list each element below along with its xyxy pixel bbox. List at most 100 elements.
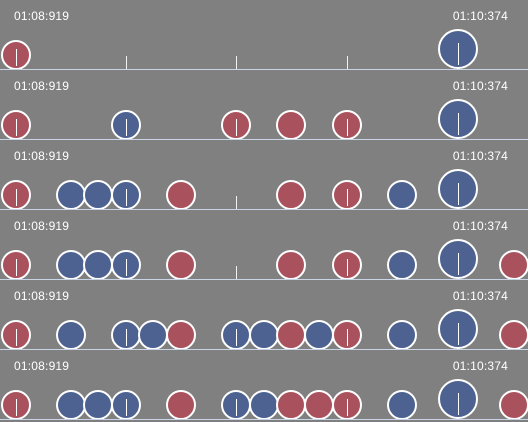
marker-stem xyxy=(235,399,237,416)
event-marker-blue[interactable] xyxy=(56,390,86,420)
event-marker-blue[interactable] xyxy=(111,390,141,420)
event-marker-red[interactable] xyxy=(332,110,362,140)
start-time-label: 01:08:919 xyxy=(14,149,70,163)
event-marker-blue[interactable] xyxy=(221,390,251,420)
event-marker-blue[interactable] xyxy=(304,320,334,350)
event-marker-blue[interactable] xyxy=(221,320,251,350)
event-marker-blue[interactable] xyxy=(83,390,113,420)
row-baseline xyxy=(0,69,528,70)
marker-stem xyxy=(15,259,17,276)
marker-stem xyxy=(15,399,17,416)
end-time-label: 01:10:374 xyxy=(452,79,508,93)
marker-stem xyxy=(457,183,459,205)
event-marker-red[interactable] xyxy=(332,390,362,420)
timeline-row: 01:08:919 01:10:374 xyxy=(0,350,528,420)
event-marker-red[interactable] xyxy=(166,320,196,350)
event-marker-red[interactable] xyxy=(166,250,196,280)
event-marker-blue[interactable] xyxy=(438,169,478,209)
event-marker-blue[interactable] xyxy=(387,180,417,210)
event-marker-red[interactable] xyxy=(276,320,306,350)
event-marker-blue[interactable] xyxy=(83,180,113,210)
event-marker-blue[interactable] xyxy=(138,320,168,350)
row-baseline xyxy=(0,349,528,350)
event-marker-red[interactable] xyxy=(1,40,31,70)
timeline-tick xyxy=(235,196,237,209)
event-marker-red[interactable] xyxy=(276,180,306,210)
event-marker-red[interactable] xyxy=(332,180,362,210)
marker-stem xyxy=(457,113,459,135)
event-marker-red[interactable] xyxy=(1,250,31,280)
event-marker-blue[interactable] xyxy=(438,99,478,139)
row-baseline xyxy=(0,209,528,210)
row-baseline xyxy=(0,279,528,280)
event-marker-blue[interactable] xyxy=(438,309,478,349)
event-marker-red[interactable] xyxy=(276,390,306,420)
row-baseline xyxy=(0,419,528,420)
marker-stem xyxy=(346,259,348,276)
event-marker-blue[interactable] xyxy=(387,250,417,280)
event-marker-blue[interactable] xyxy=(111,320,141,350)
marker-stem xyxy=(15,119,17,136)
timeline-row: 01:08:919 01:10:374 xyxy=(0,0,528,70)
timeline-tick xyxy=(346,56,348,69)
marker-stem xyxy=(346,329,348,346)
event-marker-red[interactable] xyxy=(499,320,528,350)
marker-stem xyxy=(125,329,127,346)
marker-stem xyxy=(125,189,127,206)
event-marker-blue[interactable] xyxy=(111,180,141,210)
marker-stem xyxy=(457,393,459,415)
event-marker-red[interactable] xyxy=(1,180,31,210)
event-marker-blue[interactable] xyxy=(111,250,141,280)
event-marker-blue[interactable] xyxy=(387,320,417,350)
event-marker-red[interactable] xyxy=(332,250,362,280)
marker-stem xyxy=(346,189,348,206)
event-marker-red[interactable] xyxy=(499,390,528,420)
event-marker-blue[interactable] xyxy=(438,29,478,69)
event-marker-red[interactable] xyxy=(1,390,31,420)
event-marker-blue[interactable] xyxy=(56,180,86,210)
start-time-label: 01:08:919 xyxy=(14,359,70,373)
event-marker-red[interactable] xyxy=(499,250,528,280)
event-marker-red[interactable] xyxy=(304,390,334,420)
event-marker-blue[interactable] xyxy=(111,110,141,140)
event-marker-blue[interactable] xyxy=(249,320,279,350)
event-marker-red[interactable] xyxy=(166,180,196,210)
timeline-row: 01:08:919 01:10:374 xyxy=(0,140,528,210)
marker-stem xyxy=(346,399,348,416)
event-marker-red[interactable] xyxy=(276,250,306,280)
marker-stem xyxy=(15,49,17,66)
event-marker-blue[interactable] xyxy=(438,379,478,419)
marker-stem xyxy=(235,119,237,136)
event-marker-red[interactable] xyxy=(1,110,31,140)
event-marker-red[interactable] xyxy=(276,110,306,140)
event-marker-red[interactable] xyxy=(166,390,196,420)
event-marker-blue[interactable] xyxy=(387,390,417,420)
event-marker-red[interactable] xyxy=(221,110,251,140)
end-time-label: 01:10:374 xyxy=(452,9,508,23)
event-marker-blue[interactable] xyxy=(56,320,86,350)
start-time-label: 01:08:919 xyxy=(14,219,70,233)
row-baseline xyxy=(0,139,528,140)
timeline-tick xyxy=(125,56,127,69)
event-marker-blue[interactable] xyxy=(438,239,478,279)
event-marker-blue[interactable] xyxy=(83,250,113,280)
event-marker-red[interactable] xyxy=(1,320,31,350)
event-marker-blue[interactable] xyxy=(249,390,279,420)
marker-stem xyxy=(457,43,459,65)
event-marker-blue[interactable] xyxy=(56,250,86,280)
marker-stem xyxy=(125,399,127,416)
event-marker-red[interactable] xyxy=(332,320,362,350)
timeline-row: 01:08:919 01:10:374 xyxy=(0,280,528,350)
marker-stem xyxy=(235,329,237,346)
marker-stem xyxy=(346,119,348,136)
end-time-label: 01:10:374 xyxy=(452,359,508,373)
marker-stem xyxy=(125,119,127,136)
marker-stem xyxy=(457,323,459,345)
start-time-label: 01:08:919 xyxy=(14,79,70,93)
start-time-label: 01:08:919 xyxy=(14,289,70,303)
marker-stem xyxy=(15,189,17,206)
marker-stem xyxy=(15,329,17,346)
timeline-tick xyxy=(235,56,237,69)
timeline-tick xyxy=(235,266,237,279)
timeline-row: 01:08:919 01:10:374 xyxy=(0,210,528,280)
